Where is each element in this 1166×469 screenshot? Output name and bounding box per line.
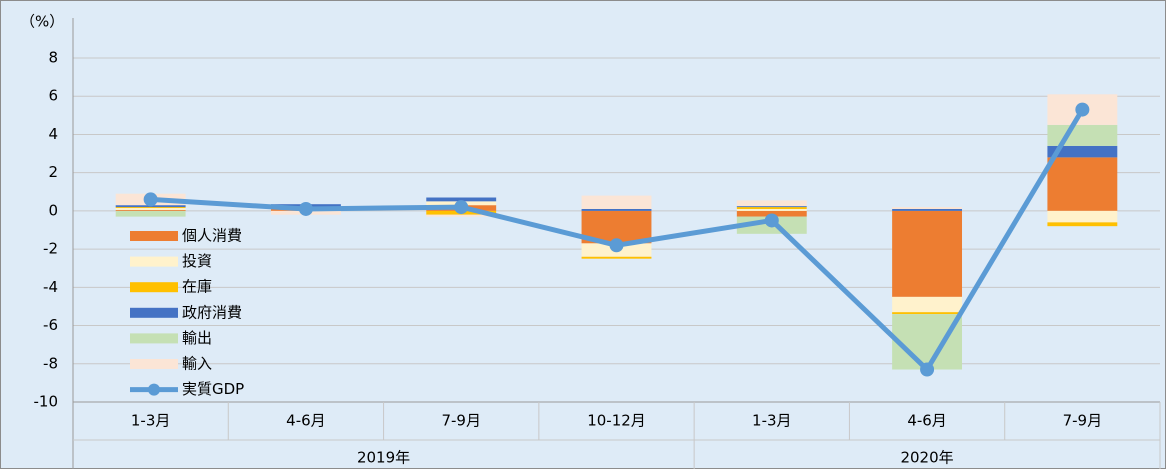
y-tick-label: -10	[34, 393, 59, 411]
bar-segment	[892, 208, 963, 211]
x-tick-label: 1-3月	[752, 412, 792, 430]
line-marker	[454, 200, 469, 215]
y-tick-label: 4	[48, 125, 58, 143]
bar-segment	[736, 200, 807, 207]
x-tick-label: 1-3月	[131, 412, 171, 430]
legend-swatch	[130, 359, 178, 369]
group-label: 2020年	[900, 449, 953, 467]
bar-segment	[581, 208, 652, 211]
legend-swatch	[148, 383, 160, 396]
group-label: 2019年	[357, 449, 410, 467]
legend-label: 輸入	[182, 355, 212, 373]
bar-segment	[581, 256, 652, 259]
x-tick-label: 7-9月	[441, 412, 481, 430]
bar-segment	[892, 207, 963, 209]
bar-segment	[892, 210, 963, 297]
y-tick-label: 0	[48, 201, 58, 219]
legend-label: 政府消費	[182, 303, 242, 321]
x-tick-label: 7-9月	[1063, 412, 1103, 430]
bar-segment	[1047, 157, 1118, 211]
legend-label: 輸出	[182, 329, 212, 347]
bar-segment	[115, 209, 186, 211]
bar-segment	[1047, 222, 1118, 227]
line-marker	[298, 201, 313, 216]
x-tick-label: 4-6月	[286, 412, 326, 430]
line-marker	[1075, 102, 1090, 117]
y-tick-label: 6	[48, 87, 58, 105]
bar-segment	[892, 296, 963, 313]
legend-swatch	[130, 282, 178, 293]
line-marker	[609, 238, 624, 253]
legend-swatch	[130, 231, 178, 241]
legend-label: 在庫	[182, 278, 212, 296]
legend-label: 個人消費	[182, 227, 242, 245]
y-axis-label: （%）	[20, 13, 64, 31]
bar-segment	[426, 214, 497, 217]
legend-swatch	[130, 333, 178, 344]
bar-segment	[115, 210, 186, 217]
bar-segment	[736, 207, 807, 209]
bar-segment	[736, 208, 807, 211]
bar-segment	[892, 314, 963, 370]
bar-segment	[115, 208, 186, 210]
bar-segment	[1047, 124, 1118, 146]
line-marker	[143, 192, 158, 207]
legend-swatch	[130, 307, 178, 318]
bar-segment	[426, 197, 497, 202]
bar-segment	[736, 206, 807, 208]
legend-swatch	[130, 256, 178, 267]
legend-label: 実質GDP	[182, 380, 244, 398]
y-tick-label: -2	[43, 240, 58, 258]
bar-segment	[892, 312, 963, 315]
line-marker	[920, 362, 935, 377]
x-tick-label: 10-12月	[587, 412, 646, 430]
bar-segment	[1047, 145, 1118, 158]
y-tick-label: -4	[43, 278, 58, 296]
y-tick-label: -6	[43, 316, 58, 334]
bar-segment	[1047, 210, 1118, 223]
bar-segment	[115, 207, 186, 209]
y-tick-label: 2	[48, 163, 58, 181]
legend-label: 投資	[182, 252, 212, 270]
y-tick-label: -8	[43, 354, 58, 372]
line-marker	[764, 213, 779, 228]
x-tick-label: 4-6月	[907, 412, 947, 430]
bar-segment	[581, 195, 652, 209]
y-tick-label: 8	[48, 49, 58, 67]
